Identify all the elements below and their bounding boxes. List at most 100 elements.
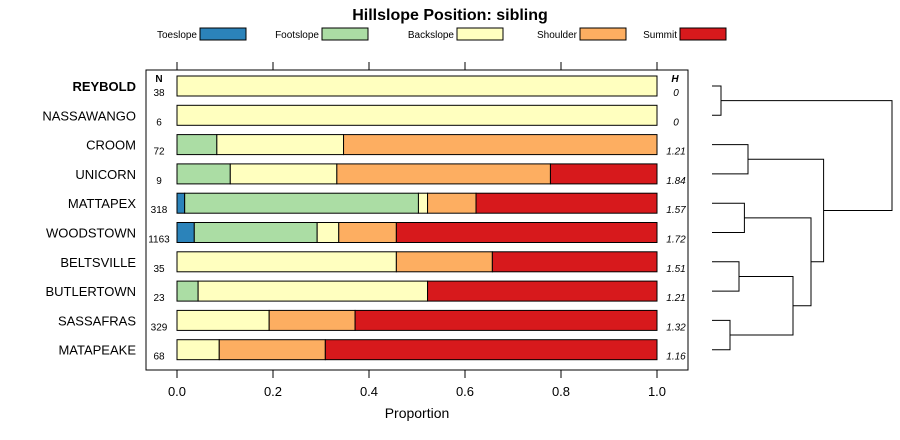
bar-segment-backslope bbox=[229, 163, 338, 185]
category-label: BUTLERTOWN bbox=[45, 284, 136, 299]
n-value: 9 bbox=[156, 176, 162, 187]
n-value: 6 bbox=[156, 117, 162, 128]
legend-swatch-footslope bbox=[321, 27, 369, 41]
dendrogram-branch bbox=[712, 144, 749, 175]
n-column-header: N bbox=[155, 74, 162, 85]
bar-segment-footslope bbox=[176, 163, 231, 185]
legend-swatch-backslope bbox=[456, 27, 504, 41]
category-label: BELTSVILLE bbox=[60, 255, 136, 270]
dendrogram-branch bbox=[748, 158, 825, 263]
h-value: 0 bbox=[673, 117, 679, 128]
bar-segment-summit bbox=[427, 280, 658, 302]
bar-segment-backslope bbox=[216, 134, 345, 156]
x-axis: 0.0 0.2 0.4 0.6 0.8 1.0 bbox=[168, 370, 666, 399]
bar-segment-backslope bbox=[417, 192, 429, 214]
dendrogram-branch bbox=[712, 261, 740, 292]
n-value: 72 bbox=[153, 147, 165, 158]
category-label: NASSAWANGO bbox=[42, 108, 136, 123]
row-croom: CROOM 72 1.21 bbox=[86, 134, 686, 158]
n-value: 329 bbox=[151, 322, 168, 333]
n-value: 23 bbox=[153, 293, 165, 304]
bar-segment-shoulder bbox=[218, 339, 326, 361]
plot-frame bbox=[145, 69, 689, 371]
bar-segment-summit bbox=[491, 251, 658, 273]
n-value: 68 bbox=[153, 352, 165, 363]
legend-label-backslope: Backslope bbox=[408, 30, 455, 41]
row-matapeake: MATAPEAKE 68 1.16 bbox=[58, 339, 686, 363]
bar-segment-summit bbox=[395, 222, 658, 243]
bar-segment-shoulder bbox=[268, 309, 356, 331]
legend: Toeslope Footslope Backslope Shoulder Summit bbox=[157, 27, 727, 41]
dendrogram-branch bbox=[744, 217, 812, 307]
h-value: 1.72 bbox=[666, 235, 686, 246]
n-value: 38 bbox=[153, 88, 165, 99]
category-label: SASSAFRAS bbox=[58, 313, 136, 328]
legend-swatch-shoulder bbox=[579, 27, 627, 41]
bar-segment-summit bbox=[324, 339, 658, 361]
chart-title: Hillslope Position: sibling bbox=[352, 7, 548, 24]
legend-label-toeslope: Toeslope bbox=[157, 30, 197, 41]
category-label: MATTAPEX bbox=[68, 196, 136, 211]
bar-segment-backslope bbox=[316, 222, 340, 243]
bar-segment-shoulder bbox=[395, 251, 493, 273]
bar-segment-summit bbox=[549, 163, 658, 185]
h-value: 1.16 bbox=[666, 352, 686, 363]
tick-label: 0.4 bbox=[360, 384, 378, 399]
category-label: CROOM bbox=[86, 138, 136, 153]
bar-segment-backslope bbox=[176, 251, 397, 273]
tick-label: 0.2 bbox=[264, 384, 282, 399]
legend-swatch-toeslope bbox=[199, 27, 247, 41]
h-value: 1.51 bbox=[666, 264, 685, 275]
x-axis-label: Proportion bbox=[385, 405, 450, 421]
row-beltsville: BELTSVILLE 35 1.51 bbox=[60, 251, 686, 275]
bar-segment-shoulder bbox=[427, 192, 477, 214]
tick-label: 1.0 bbox=[648, 384, 666, 399]
bar-segment-backslope bbox=[176, 104, 658, 126]
h-value: 1.57 bbox=[666, 205, 686, 216]
bar-segment-shoulder bbox=[343, 134, 658, 156]
bar-segment-backslope bbox=[176, 75, 658, 97]
bar-segment-footslope bbox=[193, 222, 318, 243]
n-value: 1163 bbox=[148, 235, 170, 246]
bar-segment-footslope bbox=[176, 280, 199, 302]
bar-segment-shoulder bbox=[338, 222, 397, 243]
h-value: 1.21 bbox=[666, 293, 685, 304]
legend-swatch-summit bbox=[679, 27, 727, 41]
dendrogram-branch bbox=[712, 85, 722, 116]
bar-segment-shoulder bbox=[336, 163, 551, 185]
bar-segment-toeslope bbox=[176, 192, 186, 214]
bar-segment-summit bbox=[354, 309, 658, 331]
rows: REYBOLD 38 0 NASSAWANGO 6 0 CROOM 72 1.21 UNICORN… bbox=[42, 75, 686, 363]
legend-label-footslope: Footslope bbox=[275, 30, 319, 41]
dendrogram-branch bbox=[712, 202, 745, 233]
category-label: WOODSTOWN bbox=[46, 226, 136, 241]
row-sassafras: SASSAFRAS 329 1.32 bbox=[58, 309, 686, 333]
h-value: 1.21 bbox=[666, 147, 685, 158]
n-value: 35 bbox=[153, 264, 165, 275]
legend-label-shoulder: Shoulder bbox=[537, 30, 578, 41]
tick-label: 0.8 bbox=[552, 384, 570, 399]
row-butlertown: BUTLERTOWN 23 1.21 bbox=[45, 280, 686, 304]
dendrogram-branch bbox=[712, 319, 731, 351]
row-nassawango: NASSAWANGO 6 0 bbox=[42, 104, 679, 128]
h-value: 1.84 bbox=[666, 176, 686, 187]
category-label: REYBOLD bbox=[72, 79, 136, 94]
bar-segment-summit bbox=[475, 192, 658, 214]
dendrogram bbox=[712, 85, 893, 351]
tick-label: 0.0 bbox=[168, 384, 186, 399]
bar-segment-footslope bbox=[176, 134, 218, 156]
bar-segment-backslope bbox=[176, 339, 220, 361]
h-column-header: H bbox=[671, 74, 679, 85]
top-axis-ticks bbox=[176, 62, 658, 70]
bar-segment-footslope bbox=[184, 192, 419, 214]
row-unicorn: UNICORN 9 1.84 bbox=[75, 163, 686, 187]
legend-label-summit: Summit bbox=[643, 30, 677, 41]
row-reybold: REYBOLD 38 0 bbox=[72, 75, 679, 99]
h-value: 0 bbox=[673, 88, 679, 99]
bar-segment-toeslope bbox=[176, 222, 195, 243]
bar-segment-backslope bbox=[176, 309, 270, 331]
h-value: 1.32 bbox=[666, 322, 686, 333]
bar-segment-backslope bbox=[197, 280, 429, 302]
row-mattapex: MATTAPEX 318 1.57 bbox=[68, 192, 686, 216]
